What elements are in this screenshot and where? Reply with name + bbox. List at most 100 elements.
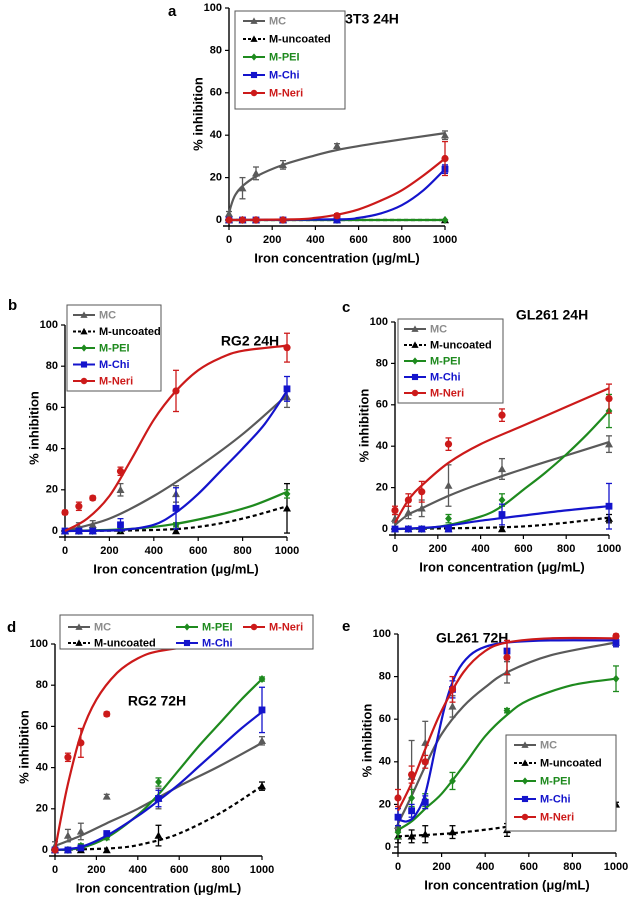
- data-point: [498, 525, 506, 533]
- legend-label: M-uncoated: [540, 757, 602, 769]
- data-point: [498, 464, 506, 473]
- x-axis-label: Iron concentration (μg/mL): [254, 250, 419, 265]
- legend-marker: [183, 623, 191, 631]
- data-point: [258, 736, 266, 745]
- data-point: [75, 502, 83, 510]
- data-point: [64, 846, 72, 854]
- y-axis-label: % inhibition: [16, 710, 31, 784]
- data-point: [63, 831, 72, 839]
- data-point: [117, 521, 124, 529]
- legend-label: MC: [269, 15, 286, 27]
- series-m-neri: [61, 332, 291, 532]
- legend-marker: [250, 53, 258, 61]
- legend: MC M-uncoated M-PEI M-Chi M-Neri: [66, 304, 162, 392]
- data-point: [238, 184, 247, 192]
- data-point: [404, 496, 412, 504]
- x-tick-label: 400: [471, 543, 489, 555]
- data-point: [498, 411, 506, 419]
- y-tick-label: 80: [46, 360, 58, 372]
- legend-item: M-uncoated: [243, 33, 331, 45]
- data-point: [445, 514, 452, 523]
- data-point: [448, 702, 457, 710]
- legend-item: M-uncoated: [404, 339, 492, 351]
- data-point: [394, 794, 402, 802]
- data-point: [441, 216, 449, 224]
- x-tick-label: 800: [211, 864, 229, 876]
- legend-item: M-PEI: [73, 342, 130, 354]
- y-axis-label: % inhibition: [190, 77, 205, 151]
- y-tick-label: 80: [379, 671, 391, 683]
- panel-letter: c: [342, 299, 350, 316]
- legend-item: M-PEI: [514, 775, 571, 787]
- legend: MC M-uncoated M-PEI M-Chi M-Neri: [505, 734, 617, 832]
- chart-title: 3T3 24H: [345, 11, 399, 27]
- y-tick-label: 20: [210, 172, 222, 184]
- chart-title: GL261 24H: [516, 307, 588, 323]
- data-point: [418, 525, 426, 533]
- data-point: [154, 831, 163, 839]
- data-point: [76, 827, 85, 835]
- data-point: [225, 216, 233, 224]
- x-tick-label: 1000: [433, 234, 457, 246]
- data-point: [333, 141, 341, 149]
- data-point: [449, 776, 456, 785]
- y-tick-label: 100: [40, 319, 58, 331]
- legend-marker: [411, 389, 419, 397]
- x-tick-label: 400: [476, 861, 494, 873]
- data-point: [394, 813, 402, 821]
- legend-marker: [521, 759, 529, 766]
- x-tick-label: 200: [429, 543, 447, 555]
- y-tick-label: 40: [376, 440, 388, 452]
- fit-curve: [64, 394, 288, 533]
- legend-marker: [250, 89, 258, 97]
- legend-item: M-Neri: [243, 87, 303, 99]
- legend-marker: [250, 623, 258, 631]
- x-tick-label: 800: [557, 543, 575, 555]
- data-point: [503, 706, 511, 715]
- legend-marker: [521, 813, 529, 821]
- data-point: [498, 511, 506, 518]
- data-point: [394, 828, 402, 837]
- y-tick-label: 100: [373, 628, 391, 640]
- data-point: [503, 653, 511, 662]
- data-point: [448, 828, 457, 836]
- legend-marker: [521, 795, 529, 803]
- legend-label: MC: [430, 323, 447, 335]
- legend-marker: [80, 327, 88, 335]
- x-tick-label: 1000: [604, 861, 628, 873]
- legend-label: MC: [540, 739, 557, 751]
- legend-item: M-PEI: [404, 355, 461, 367]
- x-tick-label: 600: [189, 545, 207, 557]
- data-point: [238, 216, 247, 224]
- legend-label: M-uncoated: [99, 326, 161, 338]
- data-point: [612, 632, 620, 640]
- data-point: [391, 525, 399, 533]
- y-tick-label: 0: [52, 525, 58, 537]
- legend-item: M-uncoated: [73, 326, 161, 338]
- data-point: [421, 758, 429, 766]
- x-axis-label: Iron concentration (μg/mL): [76, 880, 241, 895]
- series-m-chi: [391, 482, 613, 533]
- panel-letter: e: [342, 618, 350, 635]
- data-point: [172, 527, 180, 535]
- data-point: [51, 846, 59, 854]
- legend-label: M-Chi: [202, 637, 233, 649]
- fit-curve: [397, 641, 617, 825]
- panel-letter: d: [7, 619, 16, 636]
- data-point: [252, 216, 260, 224]
- data-point: [252, 169, 260, 177]
- y-tick-label: 0: [382, 523, 388, 535]
- y-tick-label: 40: [379, 756, 391, 768]
- data-point: [391, 506, 399, 514]
- legend-item: M-Neri: [404, 387, 464, 399]
- x-tick-label: 0: [392, 543, 398, 555]
- data-point: [88, 520, 97, 529]
- legend: MC M-uncoated M-PEI M-Chi M-Neri: [397, 318, 504, 404]
- x-tick-label: 200: [263, 234, 281, 246]
- data-point: [407, 832, 416, 840]
- data-point: [172, 504, 180, 512]
- x-axis-label: Iron concentration (μg/mL): [93, 561, 258, 576]
- data-point: [605, 440, 613, 448]
- fit-curve: [394, 516, 610, 531]
